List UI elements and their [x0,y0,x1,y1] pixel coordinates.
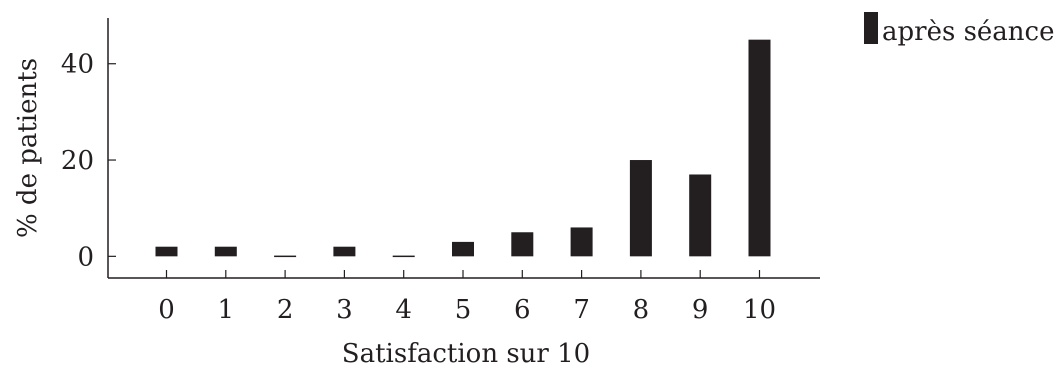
x-tick-label: 10 [743,295,776,325]
bar [511,232,534,257]
x-tick-label: 4 [395,295,412,325]
x-tick-label: 9 [692,295,709,325]
bar [274,255,297,258]
bar [392,255,415,258]
y-ticks: 0 20 40 [61,50,116,272]
legend-label: après séance [882,17,1055,47]
x-tick-label: 8 [633,295,650,325]
x-tick-label: 6 [514,295,531,325]
x-tick-label: 2 [277,295,294,325]
bar [570,227,593,257]
bar [333,246,356,257]
x-tick-label: 5 [455,295,472,325]
y-tick-label: 40 [61,50,94,80]
x-tick-label: 3 [336,295,353,325]
bar [452,241,474,257]
legend: après séance [864,12,1055,47]
bar [155,246,178,257]
bar [689,174,712,257]
bar [748,39,771,257]
x-axis-title: Satisfaction sur 10 [342,339,590,369]
y-tick-label: 0 [77,242,94,272]
axes [107,18,820,279]
x-tick-label: 0 [158,295,175,325]
y-axis-title: % de patients [13,58,43,238]
x-tick-label: 7 [573,295,590,325]
bar [629,160,652,257]
bars [155,39,771,258]
y-tick-label: 20 [61,146,94,176]
x-ticks: 0 1 2 3 4 5 6 7 8 9 10 [158,270,776,325]
legend-swatch [864,12,878,44]
x-tick-label: 1 [218,295,235,325]
bar [214,246,237,257]
